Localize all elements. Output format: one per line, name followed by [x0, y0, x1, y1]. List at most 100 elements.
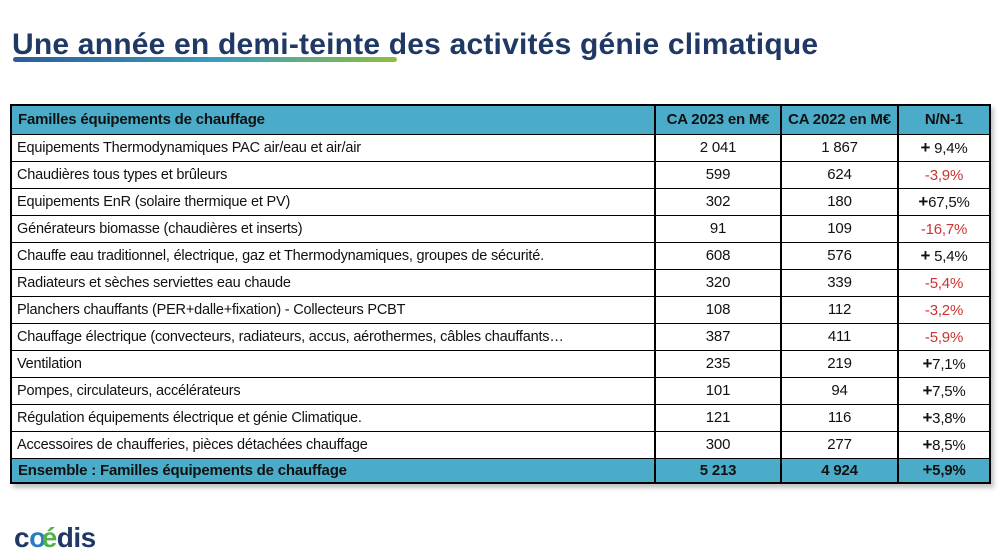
row-ca2023: 320: [654, 268, 782, 297]
row-ca2022: 180: [780, 187, 899, 216]
table-row: Chauffage électrique (convecteurs, radia…: [10, 322, 991, 351]
table-footer: Ensemble : Familles équipements de chauf…: [10, 457, 991, 484]
row-change: +67,5%: [897, 187, 991, 216]
row-ca2022: 94: [780, 376, 899, 405]
row-label: Chauffage électrique (convecteurs, radia…: [10, 322, 656, 351]
table-row: Pompes, circulateurs, accélérateurs 101 …: [10, 376, 991, 405]
row-ca2023: 302: [654, 187, 782, 216]
row-change: -3,9%: [897, 160, 991, 189]
header-ca2023: CA 2023 en M€: [654, 104, 782, 135]
total-row: Ensemble : Familles équipements de chauf…: [10, 457, 991, 484]
total-label: Ensemble : Familles équipements de chauf…: [10, 457, 656, 484]
header-row: Familles équipements de chauffage CA 202…: [10, 104, 991, 135]
plus-sign: +: [922, 380, 933, 400]
delta-value: -16,7%: [920, 220, 968, 238]
coedis-logo: coédis: [14, 522, 96, 554]
row-change: +7,1%: [897, 349, 991, 378]
total-change: +5,9%: [897, 457, 991, 484]
logo-letter-e: é: [41, 522, 58, 553]
table-row: Equipements Thermodynamiques PAC air/eau…: [10, 133, 991, 162]
logo-letter-c: c: [14, 522, 30, 553]
row-change: +3,8%: [897, 403, 991, 432]
delta-value: 3,8%: [932, 409, 966, 427]
table-row: Equipements EnR (solaire thermique et PV…: [10, 187, 991, 216]
row-label: Générateurs biomasse (chaudières et inse…: [10, 214, 656, 243]
logo-letter-o: o: [29, 522, 46, 553]
delta-value: 67,5%: [928, 193, 970, 211]
row-label: Ventilation: [10, 349, 656, 378]
row-label: Chauffe eau traditionnel, électrique, ga…: [10, 241, 656, 270]
header-nn1: N/N-1: [897, 104, 991, 135]
row-change: + 5,4%: [897, 241, 991, 270]
row-label: Planchers chauffants (PER+dalle+fixation…: [10, 295, 656, 324]
row-ca2023: 101: [654, 376, 782, 405]
row-ca2023: 387: [654, 322, 782, 351]
table-row: Planchers chauffants (PER+dalle+fixation…: [10, 295, 991, 324]
delta-value: -3,9%: [924, 166, 964, 184]
row-label: Chaudières tous types et brûleurs: [10, 160, 656, 189]
table-row: Radiateurs et sèches serviettes eau chau…: [10, 268, 991, 297]
row-change: +8,5%: [897, 430, 991, 459]
table-row: Générateurs biomasse (chaudières et inse…: [10, 214, 991, 243]
row-ca2022: 116: [780, 403, 899, 432]
row-change: -5,9%: [897, 322, 991, 351]
table-row: Ventilation 235 219 +7,1%: [10, 349, 991, 378]
plus-sign: +: [918, 191, 929, 211]
row-ca2022: 411: [780, 322, 899, 351]
row-label: Radiateurs et sèches serviettes eau chau…: [10, 268, 656, 297]
row-label: Accessoires de chaufferies, pièces détac…: [10, 430, 656, 459]
row-ca2023: 599: [654, 160, 782, 189]
plus-sign: +: [922, 434, 933, 454]
heating-families-table: Familles équipements de chauffage CA 202…: [10, 104, 991, 484]
delta-value: 5,9%: [932, 462, 966, 480]
table-header: Familles équipements de chauffage CA 202…: [10, 104, 991, 135]
table-row: Accessoires de chaufferies, pièces détac…: [10, 430, 991, 459]
plus-sign: +: [922, 407, 933, 427]
delta-value: 5,4%: [930, 247, 968, 265]
row-ca2022: 339: [780, 268, 899, 297]
row-ca2023: 235: [654, 349, 782, 378]
row-label: Equipements EnR (solaire thermique et PV…: [10, 187, 656, 216]
row-change: +7,5%: [897, 376, 991, 405]
row-ca2022: 277: [780, 430, 899, 459]
delta-value: 9,4%: [930, 139, 968, 157]
row-change: -5,4%: [897, 268, 991, 297]
row-ca2023: 91: [654, 214, 782, 243]
table-row: Régulation équipements électrique et gén…: [10, 403, 991, 432]
header-ca2022: CA 2022 en M€: [780, 104, 899, 135]
plus-sign: +: [920, 245, 931, 265]
plus-sign: +: [920, 137, 931, 157]
header-families: Familles équipements de chauffage: [10, 104, 656, 135]
row-label: Equipements Thermodynamiques PAC air/eau…: [10, 133, 656, 162]
row-change: + 9,4%: [897, 133, 991, 162]
row-ca2022: 624: [780, 160, 899, 189]
table-row: Chauffe eau traditionnel, électrique, ga…: [10, 241, 991, 270]
row-change: -16,7%: [897, 214, 991, 243]
row-ca2023: 300: [654, 430, 782, 459]
delta-value: 7,5%: [932, 382, 966, 400]
delta-value: 7,1%: [932, 355, 966, 373]
plus-sign: +: [922, 460, 933, 480]
title-underline-bar: [13, 57, 397, 62]
total-ca2023: 5 213: [654, 457, 782, 484]
row-ca2023: 108: [654, 295, 782, 324]
table-body: Equipements Thermodynamiques PAC air/eau…: [10, 133, 991, 459]
delta-value: -5,4%: [924, 274, 964, 292]
row-change: -3,2%: [897, 295, 991, 324]
total-ca2022: 4 924: [780, 457, 899, 484]
page-title: Une année en demi-teinte des activités g…: [12, 28, 819, 62]
row-ca2022: 112: [780, 295, 899, 324]
row-label: Pompes, circulateurs, accélérateurs: [10, 376, 656, 405]
row-ca2023: 608: [654, 241, 782, 270]
row-ca2022: 576: [780, 241, 899, 270]
plus-sign: +: [922, 353, 933, 373]
delta-value: 8,5%: [932, 436, 966, 454]
row-ca2022: 109: [780, 214, 899, 243]
table-row: Chaudières tous types et brûleurs 599 62…: [10, 160, 991, 189]
row-ca2022: 219: [780, 349, 899, 378]
row-ca2023: 121: [654, 403, 782, 432]
row-ca2023: 2 041: [654, 133, 782, 162]
logo-letters-dis: dis: [56, 522, 96, 553]
row-label: Régulation équipements électrique et gén…: [10, 403, 656, 432]
